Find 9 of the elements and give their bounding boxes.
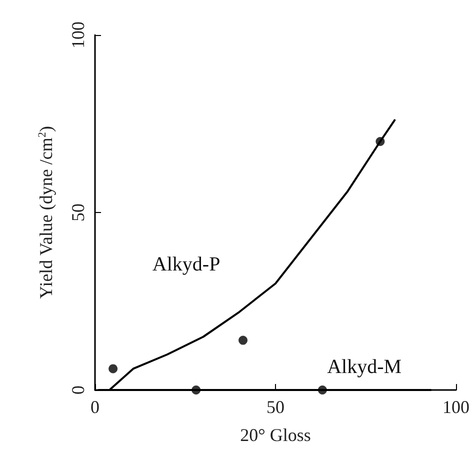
- x-tick-label: 100: [442, 397, 470, 417]
- y-axis-title: Yield Value (dyne /cm2): [36, 126, 56, 299]
- x-axis-title: 20° Gloss: [240, 425, 311, 445]
- x-tick-label: 50: [266, 397, 284, 417]
- y-tick-label: 0: [68, 386, 88, 394]
- text: Alkyd-P: [152, 254, 220, 276]
- y-tick-label: 100: [68, 22, 88, 48]
- series-label: Alkyd-M: [327, 356, 402, 378]
- y-tick-label: 50: [68, 204, 88, 222]
